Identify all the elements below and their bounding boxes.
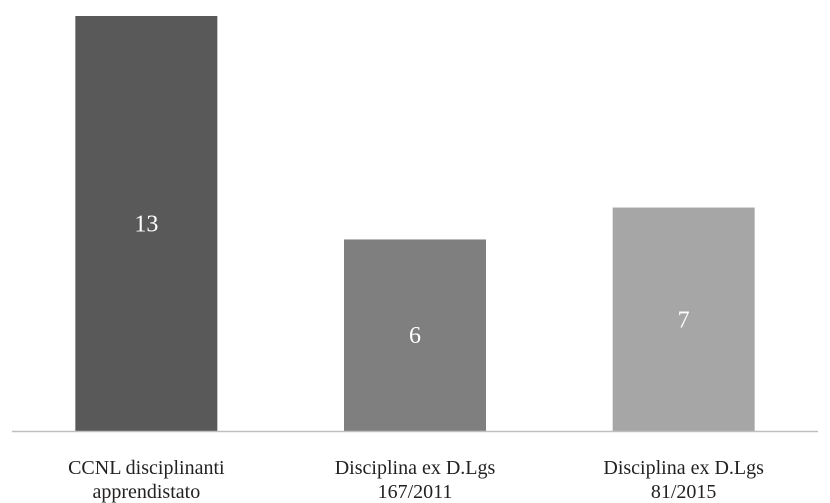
bar-1 [75,16,218,431]
bar-3 [612,207,755,431]
category-label-3-line-1: Disciplina ex D.Lgs [603,457,764,479]
category-label-2-line-1: Disciplina ex D.Lgs [335,457,496,479]
bars-group [75,16,755,431]
category-label-1-line-1: CCNL disciplinanti [68,457,225,479]
value-label-2: 6 [409,323,421,349]
category-label-2-line-2: 167/2011 [378,481,453,503]
category-label-1: CCNL disciplinanti apprendistato [68,457,225,503]
category-label-2: Disciplina ex D.Lgs 167/2011 [335,457,496,503]
category-label-3: Disciplina ex D.Lgs 81/2015 [603,457,764,503]
value-labels-group: 13 6 7 [134,212,689,350]
value-label-3: 7 [678,307,690,333]
category-label-1-line-2: apprendistato [92,481,200,503]
category-labels-group: CCNL disciplinanti apprendistato Disciplin… [68,457,764,503]
value-label-1: 13 [134,212,158,238]
bar-2 [344,239,486,431]
category-label-3-line-2: 81/2015 [651,481,717,503]
